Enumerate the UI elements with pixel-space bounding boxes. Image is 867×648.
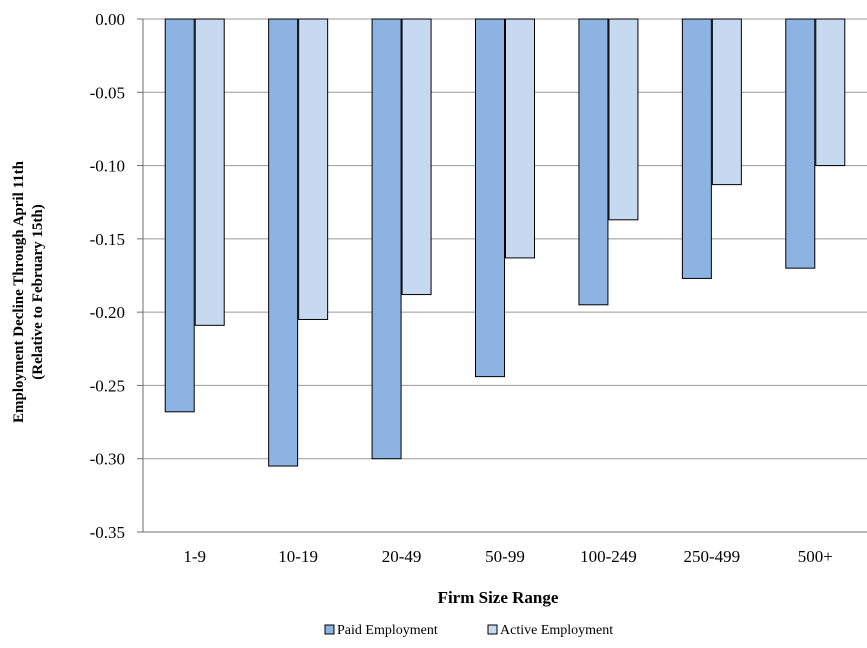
y-tick-label: -0.20 <box>90 303 125 322</box>
y-axis-title: Employment Decline Through April 11th (R… <box>11 160 46 423</box>
x-tick-label: 250-499 <box>684 547 741 566</box>
bar-paid-1-9 <box>164 18 195 413</box>
y-axis-title-line1: Employment Decline Through April 11th <box>11 160 27 423</box>
x-tick-label: 1-9 <box>183 547 206 566</box>
y-tick-label: 0.00 <box>95 10 125 29</box>
bar-paid-500+ <box>785 18 816 269</box>
y-tick-label: -0.10 <box>90 157 125 176</box>
x-tick-label: 20-49 <box>382 547 422 566</box>
bar-active-1-9 <box>194 18 225 326</box>
bar-paid-100-249 <box>578 18 609 306</box>
x-tick-label: 10-19 <box>278 547 318 566</box>
bar-paid-20-49 <box>371 18 402 460</box>
y-tick-label: -0.05 <box>90 83 125 102</box>
y-tick-label: -0.35 <box>90 523 125 542</box>
bar-paid-10-19 <box>268 18 299 467</box>
x-tick-label: 500+ <box>798 547 833 566</box>
legend: Paid Employment Active Employment <box>324 623 613 638</box>
bar-active-500+ <box>815 18 846 167</box>
bars <box>164 18 846 467</box>
x-axis-title: Firm Size Range <box>438 588 559 607</box>
legend-label: Active Employment <box>500 623 613 638</box>
bar-active-100-249 <box>608 18 639 221</box>
bar-active-50-99 <box>505 18 535 259</box>
legend-swatch <box>324 624 335 635</box>
y-tick-label: -0.25 <box>90 376 125 395</box>
bar-active-250-499 <box>711 18 742 186</box>
x-tick-label: 50-99 <box>485 547 525 566</box>
y-tick-label: -0.15 <box>90 230 125 249</box>
x-tick-labels: 1-9 10-19 20-49 50-99 100-249 250-499 500+ <box>183 547 832 566</box>
bar-active-10-19 <box>298 18 329 320</box>
legend-swatch <box>487 624 498 635</box>
y-tick-labels: 0.00 -0.05 -0.10 -0.15 -0.20 -0.25 -0.30 -0.35 <box>90 10 143 542</box>
y-tick-label: -0.30 <box>90 450 125 469</box>
legend-label: Paid Employment <box>337 623 438 638</box>
bar-paid-50-99 <box>475 18 505 378</box>
bar-active-20-49 <box>401 18 432 296</box>
y-axis-title-line2: (Relative to February 15th) <box>30 204 46 379</box>
bar-paid-250-499 <box>681 18 712 279</box>
axes <box>142 19 867 533</box>
x-tick-label: 100-249 <box>580 547 637 566</box>
